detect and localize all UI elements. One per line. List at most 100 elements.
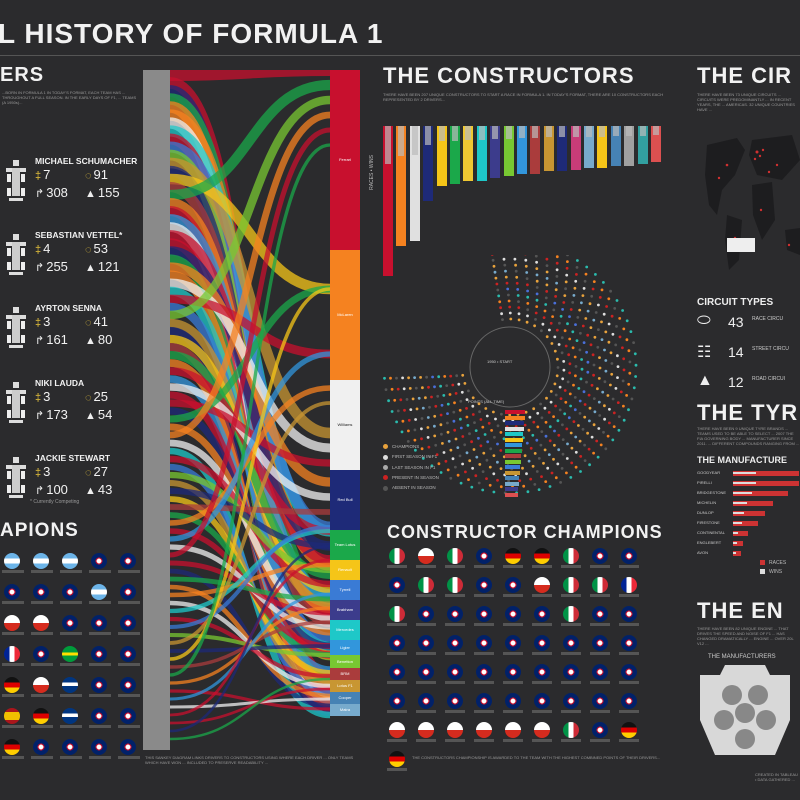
spiral-season-dot	[625, 319, 629, 323]
champion-flag-icon	[4, 553, 20, 569]
flag-label	[118, 570, 140, 573]
champion-flag-icon	[120, 615, 136, 631]
points-row	[505, 415, 525, 420]
champion-flag-icon	[120, 584, 136, 600]
flag-label	[532, 565, 552, 568]
constructor-bar-wins	[532, 126, 539, 138]
spiral-season-dot	[611, 438, 615, 442]
spiral-season-dot	[415, 407, 419, 411]
sankey-team-label: Cooper	[338, 695, 352, 700]
spiral-season-dot	[545, 283, 549, 287]
spiral-season-dot	[492, 490, 496, 494]
spiral-season-dot	[544, 420, 548, 424]
spiral-season-dot	[501, 318, 504, 321]
spiral-season-dot	[558, 321, 561, 325]
flag-label	[89, 756, 111, 759]
spiral-season-dot	[588, 302, 592, 306]
spiral-season-dot	[559, 314, 563, 318]
spiral-season-dot	[517, 306, 521, 309]
spiral-season-dot	[601, 390, 605, 394]
sankey-team-label: Renault	[338, 567, 352, 572]
spiral-season-dot	[400, 430, 404, 434]
spiral-season-dot	[497, 294, 501, 298]
constructor-bar-wins	[411, 126, 418, 155]
champion-flag-icon	[33, 739, 49, 755]
flag-label	[416, 623, 436, 626]
constructor-bar	[396, 126, 407, 246]
spiral-season-dot	[504, 269, 507, 273]
sankey-flow	[170, 687, 330, 725]
champion-flag-icon	[592, 693, 608, 709]
constructor-bar-wins	[559, 126, 566, 137]
spiral-season-dot	[545, 257, 549, 261]
champion-flag-icon	[621, 664, 637, 680]
spiral-season-dot	[578, 348, 582, 352]
flag-label	[60, 725, 82, 728]
constructor-bar-wins	[385, 126, 391, 164]
constructor-bar	[624, 126, 635, 166]
spiral-season-dot	[609, 383, 612, 387]
spiral-season-dot	[622, 327, 626, 331]
spiral-season-dot	[496, 478, 499, 482]
tyre-wins-bar	[733, 532, 738, 534]
champion-flag-icon	[4, 739, 20, 755]
spiral-season-dot	[509, 317, 513, 321]
spiral-season-dot	[572, 420, 576, 423]
constructor-bar	[610, 126, 621, 166]
champion-flag-icon	[120, 708, 136, 724]
spiral-season-dot	[562, 301, 566, 304]
points-row	[505, 421, 524, 425]
spiral-season-dot	[535, 273, 539, 277]
spiral-season-dot	[556, 419, 560, 423]
spiral-season-dot	[621, 379, 625, 383]
spiral-season-dot	[413, 438, 417, 442]
flag-label	[445, 710, 465, 713]
road-circuit-icon: ▲	[697, 372, 713, 389]
spiral-season-dot	[625, 338, 629, 342]
spiral-season-dot	[553, 429, 556, 433]
champion-flag-icon	[62, 615, 78, 631]
spiral-season-dot	[395, 420, 398, 424]
spiral-season-dot	[591, 353, 595, 357]
champion-flag-icon	[505, 635, 521, 651]
spiral-season-dot	[420, 417, 424, 420]
flag-label	[445, 623, 465, 626]
spiral-season-dot	[436, 394, 440, 398]
spiral-season-dot	[548, 328, 551, 332]
spiral-season-dot	[572, 383, 575, 387]
champion-flag-icon	[447, 577, 463, 593]
flag-label	[532, 623, 552, 626]
car-icon	[5, 232, 27, 278]
spiral-season-dot	[565, 266, 569, 270]
sankey-flow	[170, 677, 330, 741]
laurel-icon: ◌	[85, 392, 92, 404]
flag-label	[561, 565, 581, 568]
spiral-season-dot	[481, 470, 485, 473]
flag-label	[416, 739, 436, 742]
constructor-bar	[584, 126, 594, 168]
spiral-season-dot	[566, 442, 569, 446]
driver-card: AYRTON SENNA ‡ 3 ◌ 41 ↱ 161 ▲ 80	[5, 303, 140, 371]
spiral-season-dot	[525, 472, 528, 476]
spiral-season-dot	[461, 435, 465, 438]
spiral-season-dot	[393, 398, 397, 402]
sankey-flow	[170, 278, 330, 453]
champion-flag-icon	[389, 722, 405, 738]
spiral-season-dot	[619, 390, 623, 394]
constructor-spiral	[383, 255, 638, 495]
spiral-season-dot	[527, 428, 531, 432]
points-row	[505, 432, 523, 436]
sankey-flow	[170, 287, 330, 661]
spiral-season-dot	[425, 375, 428, 379]
flag-label	[416, 594, 436, 597]
flag-label	[2, 601, 24, 604]
spiral-season-dot	[551, 315, 554, 318]
spiral-season-dot	[604, 369, 608, 373]
spiral-season-dot	[439, 423, 443, 427]
spiral-season-dot	[420, 437, 423, 441]
flag-label	[2, 725, 24, 728]
champion-flag-icon	[4, 677, 20, 693]
spiral-season-dot	[575, 339, 579, 342]
spiral-season-dot	[594, 311, 598, 314]
spiral-season-dot	[578, 439, 582, 443]
